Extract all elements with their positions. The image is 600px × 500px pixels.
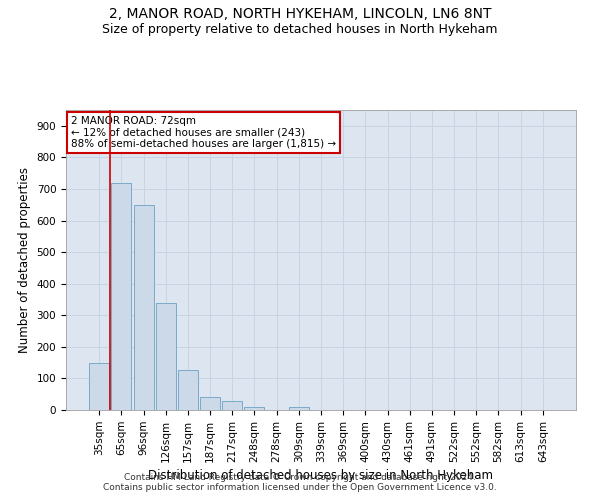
Bar (289, 407, 309, 410)
Bar (178, 370, 198, 410)
Bar (134, 204, 154, 410)
Bar (156, 302, 176, 410)
Bar (222, 400, 242, 410)
Text: 2, MANOR ROAD, NORTH HYKEHAM, LINCOLN, LN6 8NT: 2, MANOR ROAD, NORTH HYKEHAM, LINCOLN, L… (109, 8, 491, 22)
Bar (89, 362, 109, 410)
Bar (200, 398, 220, 410)
Bar (112, 182, 131, 410)
Text: Size of property relative to detached houses in North Hykeham: Size of property relative to detached ho… (102, 22, 498, 36)
Y-axis label: Number of detached properties: Number of detached properties (18, 167, 31, 353)
Bar (244, 407, 265, 410)
Text: 2 MANOR ROAD: 72sqm
← 12% of detached houses are smaller (243)
88% of semi-detac: 2 MANOR ROAD: 72sqm ← 12% of detached ho… (71, 116, 336, 149)
X-axis label: Distribution of detached houses by size in North Hykeham: Distribution of detached houses by size … (149, 469, 493, 482)
Text: Contains HM Land Registry data © Crown copyright and database right 2024.
Contai: Contains HM Land Registry data © Crown c… (103, 473, 497, 492)
